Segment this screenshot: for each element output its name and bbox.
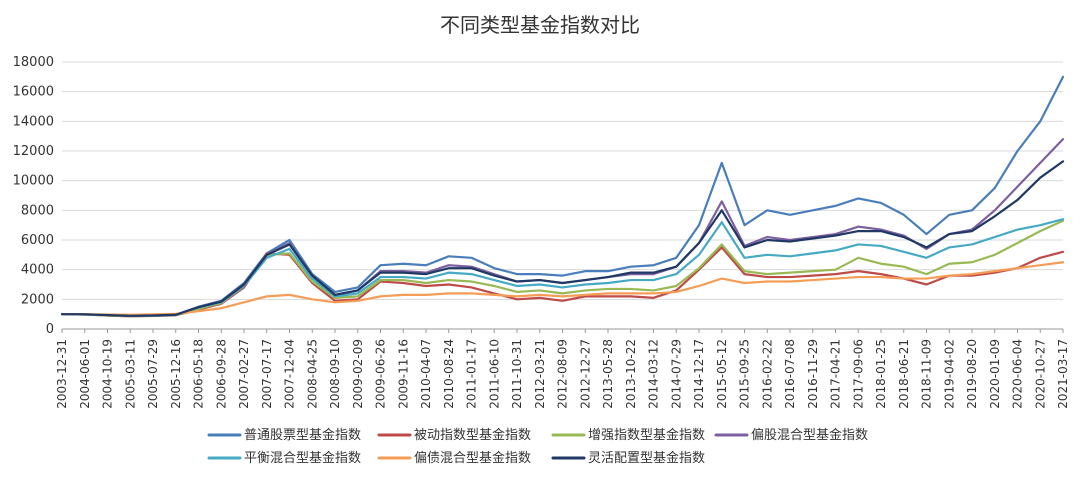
y-tick-label: 14000 <box>13 114 54 129</box>
y-tick-label: 2000 <box>21 292 54 307</box>
x-tick-label: 2017-09-06 <box>851 339 865 409</box>
x-tick-label: 2019-08-20 <box>965 339 979 409</box>
x-tick-label: 2014-12-17 <box>692 339 706 409</box>
x-tick-label: 2020-01-09 <box>988 339 1002 409</box>
y-tick-label: 8000 <box>21 203 54 218</box>
legend-item: 普通股票型基金指数 <box>207 427 361 443</box>
legend: 普通股票型基金指数 被动指数型基金指数 增强指数型基金指数 偏股混合型基金指数平衡混合… <box>207 427 868 466</box>
legend-item: 偏债混合型基金指数 <box>377 450 531 466</box>
x-tick-label: 2004-10-19 <box>101 339 115 409</box>
x-tick-label: 2020-10-27 <box>1033 339 1047 409</box>
x-tick-label: 2012-12-27 <box>578 339 592 409</box>
x-tick-label: 2009-11-16 <box>396 339 410 409</box>
x-tick-label: 2011-01-17 <box>465 339 479 409</box>
series-line <box>60 261 1065 316</box>
y-tick-label: 4000 <box>21 263 54 278</box>
x-tick-label: 2005-07-29 <box>146 339 160 409</box>
x-tick-label: 2014-07-29 <box>669 339 683 409</box>
x-tick-label: 2005-12-16 <box>169 339 183 409</box>
y-tick-label: 6000 <box>21 233 54 248</box>
x-tick-label: 2010-08-24 <box>442 339 456 409</box>
legend-label: 被动指数型基金指数 <box>414 427 531 443</box>
x-tick-label: 2015-05-12 <box>715 339 729 409</box>
x-tick-label: 2004-06-01 <box>78 339 92 409</box>
legend-item: 平衡混合型基金指数 <box>207 450 361 466</box>
x-tick-label: 2018-01-25 <box>874 339 888 409</box>
x-tick-label: 2014-03-12 <box>647 339 661 409</box>
x-tick-label: 2017-04-21 <box>829 339 843 409</box>
series-line <box>60 160 1065 317</box>
x-tick-label: 2013-05-28 <box>601 339 615 409</box>
x-tick-label: 2006-09-28 <box>214 339 228 409</box>
x-axis: 2003-12-31 2004-06-01 2004-10-19 2005-03-11… <box>55 329 1070 409</box>
x-tick-label: 2007-12-04 <box>283 339 297 409</box>
legend-item: 被动指数型基金指数 <box>377 427 531 443</box>
x-tick-label: 2015-09-25 <box>738 339 752 409</box>
x-tick-label: 2016-11-29 <box>806 339 820 409</box>
grid-lines <box>62 61 1063 330</box>
x-tick-label: 2012-03-21 <box>533 339 547 409</box>
x-tick-label: 2012-08-09 <box>556 339 570 409</box>
x-tick-label: 2006-05-18 <box>192 339 206 409</box>
x-tick-label: 2018-06-21 <box>897 339 911 409</box>
x-tick-label: 2007-02-27 <box>237 339 251 409</box>
x-tick-label: 2016-07-08 <box>783 339 797 409</box>
x-tick-label: 2008-04-25 <box>305 339 319 409</box>
x-tick-label: 2021-03-17 <box>1056 339 1070 409</box>
legend-label: 普通股票型基金指数 <box>244 427 361 443</box>
x-tick-label: 2003-12-31 <box>55 339 69 409</box>
x-tick-label: 2008-09-10 <box>328 339 342 409</box>
legend-label: 增强指数型基金指数 <box>588 427 705 443</box>
legend-item: 灵活配置型基金指数 <box>551 450 705 466</box>
legend-label: 偏债混合型基金指数 <box>414 450 531 466</box>
legend-label: 偏股混合型基金指数 <box>751 427 868 443</box>
series-line <box>60 138 1065 317</box>
x-tick-label: 2005-03-11 <box>123 339 137 409</box>
x-tick-label: 2007-07-17 <box>260 339 274 409</box>
x-tick-label: 2009-02-09 <box>351 339 365 409</box>
x-tick-label: 2019-04-02 <box>942 339 956 409</box>
x-tick-label: 2020-06-04 <box>1011 339 1025 409</box>
y-tick-label: 10000 <box>13 174 54 189</box>
y-axis: 0 2000 4000 6000 8000 10000 12000 14000 16000 180… <box>13 55 54 337</box>
x-tick-label: 2013-10-22 <box>624 339 638 409</box>
legend-item: 增强指数型基金指数 <box>551 427 705 443</box>
x-tick-label: 2011-06-10 <box>487 339 501 409</box>
series-lines <box>60 75 1065 318</box>
x-tick-label: 2018-11-09 <box>920 339 934 409</box>
chart-title: 不同类型基金指数对比 <box>440 13 640 37</box>
y-tick-label: 0 <box>46 322 54 337</box>
y-tick-label: 12000 <box>13 144 54 159</box>
x-tick-label: 2010-04-07 <box>419 339 433 409</box>
y-tick-label: 18000 <box>13 55 54 70</box>
y-tick-label: 16000 <box>13 85 54 100</box>
x-tick-label: 2016-02-22 <box>760 339 774 409</box>
x-tick-label: 2009-06-26 <box>374 339 388 409</box>
legend-label: 平衡混合型基金指数 <box>244 450 361 466</box>
x-tick-label: 2011-10-31 <box>510 339 524 409</box>
legend-label: 灵活配置型基金指数 <box>588 450 705 466</box>
legend-item: 偏股混合型基金指数 <box>714 427 868 443</box>
